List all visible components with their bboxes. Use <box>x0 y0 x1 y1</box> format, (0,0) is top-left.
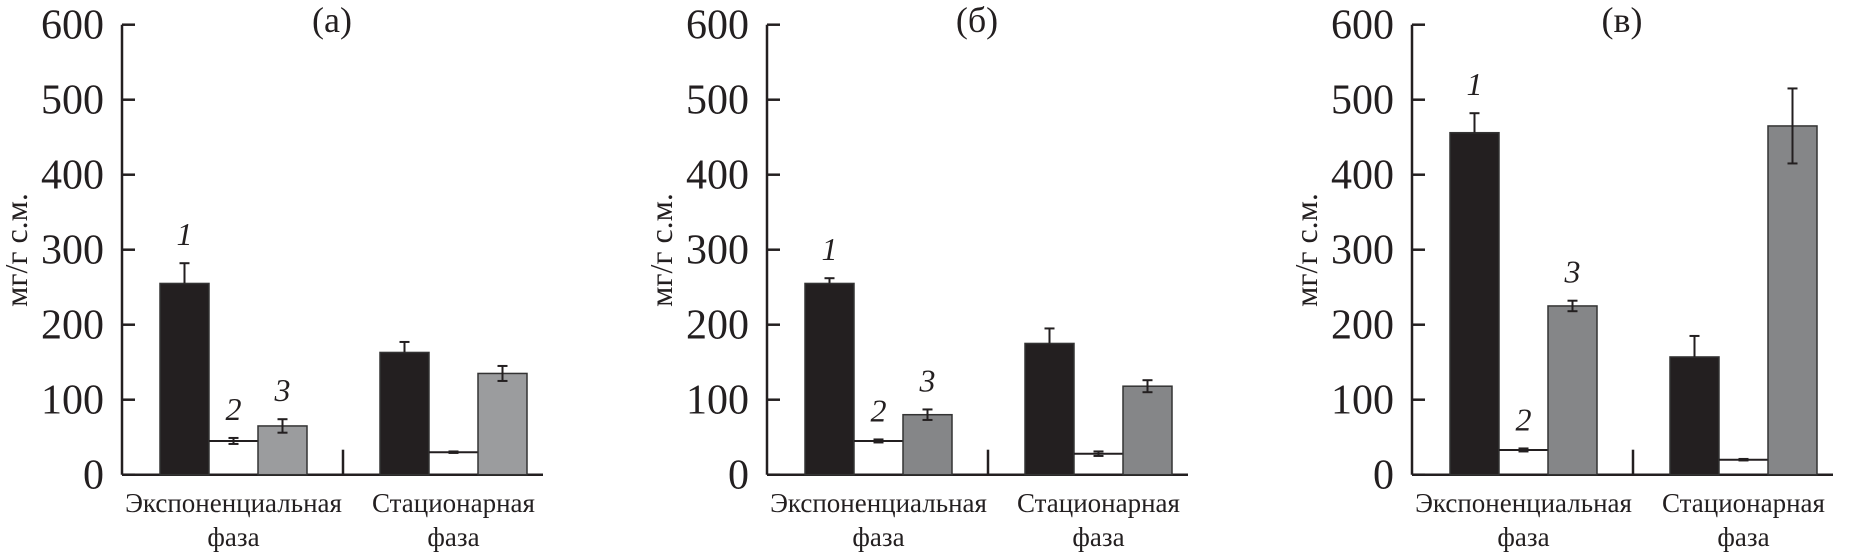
y-tick-label: 300 <box>1331 228 1394 274</box>
chart-title: (a) <box>312 0 352 40</box>
y-axis-label: мг/г с.м. <box>0 193 34 307</box>
series-label-2: 2 <box>871 392 887 428</box>
y-tick-label: 500 <box>41 78 104 124</box>
x-category-label: Экспоненциальная <box>125 488 342 518</box>
series-label-2: 2 <box>226 391 242 427</box>
y-tick-label: 300 <box>41 228 104 274</box>
bar-series-3 <box>1547 305 1598 476</box>
y-axis-label: мг/г с.м. <box>1288 193 1324 307</box>
x-category-label: Экспоненциальная <box>770 488 987 518</box>
series-label-3: 3 <box>919 362 936 398</box>
bar-series-3 <box>477 372 528 476</box>
y-tick-label: 500 <box>1331 78 1394 124</box>
y-tick-label: 0 <box>83 453 104 499</box>
y-tick-label: 200 <box>41 303 104 349</box>
x-category-label: Стационарная <box>372 488 535 518</box>
bar-series-1 <box>1024 342 1075 476</box>
x-category-label: фаза <box>207 522 259 552</box>
bar-series-1 <box>159 282 210 476</box>
bar-series-1 <box>1669 356 1720 476</box>
x-category-label: фаза <box>1072 522 1124 552</box>
x-category-label: фаза <box>1497 522 1549 552</box>
x-category-label: Экспоненциальная <box>1415 488 1632 518</box>
bar-series-3 <box>1767 125 1818 476</box>
bar-series-1 <box>1449 131 1500 476</box>
y-tick-label: 300 <box>686 228 749 274</box>
y-tick-label: 400 <box>1331 153 1394 199</box>
y-tick-label: 100 <box>1331 378 1394 424</box>
y-tick-label: 600 <box>686 3 749 49</box>
x-category-label: Стационарная <box>1017 488 1180 518</box>
chart-panel-2: 0 100 200 300 400 500 600 мг/г с.м. (б) 1 23 Экспон… <box>643 0 1188 552</box>
y-tick-label: 400 <box>41 153 104 199</box>
bar-series-1 <box>804 282 855 476</box>
y-tick-label: 200 <box>686 303 749 349</box>
x-category-label: фаза <box>1717 522 1769 552</box>
series-label-1: 1 <box>177 216 193 252</box>
y-tick-label: 0 <box>728 453 749 499</box>
chart-panel-3: 0 100 200 300 400 500 600 мг/г с.м. (в) 1 2 3 Экспон… <box>1288 0 1833 552</box>
chart-panel-1: 0 100 200 300 400 500 600 мг/г с.м. (a) 1 23 Экспон… <box>0 0 543 552</box>
bar-series-3 <box>1122 385 1173 476</box>
y-tick-label: 100 <box>41 378 104 424</box>
x-category-label: фаза <box>427 522 479 552</box>
bar-series-3 <box>902 413 953 476</box>
series-label-3: 3 <box>1564 254 1581 290</box>
y-tick-label: 0 <box>1373 453 1394 499</box>
chart-title: (в) <box>1602 0 1643 40</box>
bar-series-1 <box>379 351 430 476</box>
series-label-1: 1 <box>1467 66 1483 102</box>
bar-series-3 <box>257 425 308 476</box>
y-tick-label: 100 <box>686 378 749 424</box>
x-category-label: фаза <box>852 522 904 552</box>
y-tick-label: 600 <box>41 3 104 49</box>
series-label-3: 3 <box>274 372 291 408</box>
y-axis-label: мг/г с.м. <box>643 193 679 307</box>
y-tick-label: 400 <box>686 153 749 199</box>
y-tick-label: 500 <box>686 78 749 124</box>
chart-title: (б) <box>956 0 998 40</box>
y-tick-label: 200 <box>1331 303 1394 349</box>
y-tick-label: 600 <box>1331 3 1394 49</box>
series-label-1: 1 <box>822 231 838 267</box>
x-category-label: Стационарная <box>1662 488 1825 518</box>
series-label-2: 2 <box>1516 401 1532 437</box>
